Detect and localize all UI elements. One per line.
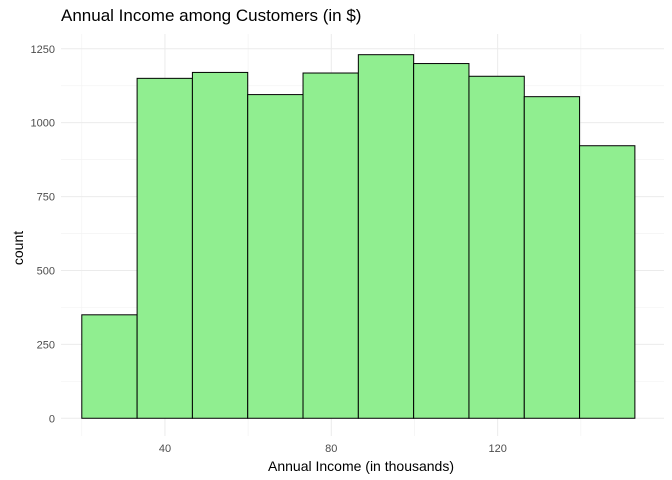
chart-title: Annual Income among Customers (in $) [61,6,362,25]
histogram-bar [523,96,581,419]
y-tick-labels: 0 250 500 750 1000 1250 [31,44,55,425]
histogram-bar [302,72,359,419]
histogram-bar [191,71,249,419]
histogram-bar [413,63,470,419]
y-tick-label: 500 [37,265,55,277]
x-tick-label: 40 [159,443,171,455]
histogram-bar [81,314,138,419]
x-tick-labels: 40 80 120 [159,443,507,455]
y-axis-title: count [10,231,26,265]
histogram-bar [357,54,415,419]
y-tick-label: 1250 [31,44,55,56]
bars [81,54,636,419]
y-tick-label: 750 [37,192,55,204]
histogram-bar [468,75,525,419]
histogram-bar [579,145,636,419]
y-tick-label: 0 [49,413,55,425]
histogram-bar [136,77,193,419]
x-tick-label: 120 [488,443,506,455]
y-tick-label: 250 [37,339,55,351]
x-axis-title: Annual Income (in thousands) [268,458,454,474]
histogram-bar [247,94,304,419]
y-tick-label: 1000 [31,118,55,130]
x-tick-label: 80 [325,443,337,455]
